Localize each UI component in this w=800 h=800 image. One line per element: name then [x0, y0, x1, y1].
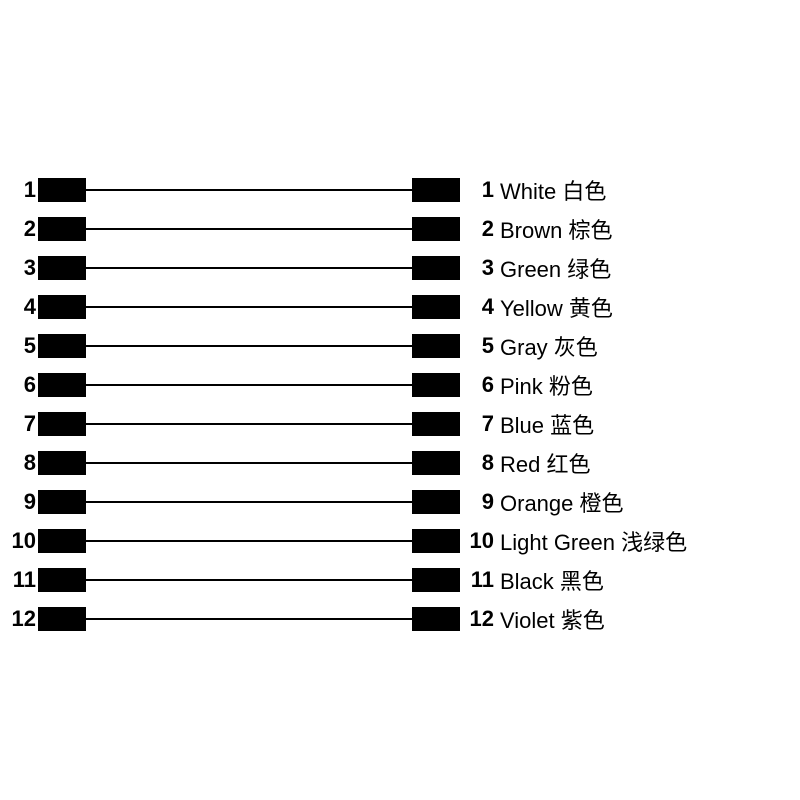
- pin-number-right: 12: [460, 606, 494, 632]
- legend-row: 55Gray 灰色: [0, 326, 800, 365]
- terminal-block-left: [38, 334, 86, 358]
- terminal-block-right: [412, 217, 460, 241]
- wire-line: [86, 618, 412, 620]
- pin-number-left: 7: [0, 411, 38, 437]
- legend-row: 66Pink 粉色: [0, 365, 800, 404]
- pin-number-left: 8: [0, 450, 38, 476]
- wire-line: [86, 579, 412, 581]
- pin-number-left: 3: [0, 255, 38, 281]
- wire-line: [86, 501, 412, 503]
- pin-number-left: 2: [0, 216, 38, 242]
- pin-number-left: 12: [0, 606, 38, 632]
- terminal-block-right: [412, 256, 460, 280]
- terminal-block-left: [38, 373, 86, 397]
- terminal-block-right: [412, 568, 460, 592]
- wire-line: [86, 423, 412, 425]
- terminal-block-right: [412, 334, 460, 358]
- terminal-block-right: [412, 451, 460, 475]
- terminal-block-left: [38, 295, 86, 319]
- color-label: Light Green 浅绿色: [494, 525, 687, 557]
- pin-number-left: 1: [0, 177, 38, 203]
- pin-number-left: 9: [0, 489, 38, 515]
- terminal-block-left: [38, 217, 86, 241]
- pin-number-right: 5: [460, 333, 494, 359]
- pin-number-right: 4: [460, 294, 494, 320]
- pin-number-left: 11: [0, 567, 38, 593]
- color-label: Green 绿色: [494, 252, 611, 284]
- color-label: White 白色: [494, 174, 606, 206]
- terminal-block-left: [38, 256, 86, 280]
- pin-number-right: 7: [460, 411, 494, 437]
- pin-number-right: 10: [460, 528, 494, 554]
- terminal-block-left: [38, 529, 86, 553]
- legend-row: 1111Black 黑色: [0, 560, 800, 599]
- pin-number-right: 11: [460, 567, 494, 593]
- pin-number-right: 9: [460, 489, 494, 515]
- pin-number-right: 8: [460, 450, 494, 476]
- legend-row: 88Red 红色: [0, 443, 800, 482]
- terminal-block-left: [38, 178, 86, 202]
- wire-line: [86, 189, 412, 191]
- terminal-block-right: [412, 529, 460, 553]
- terminal-block-right: [412, 178, 460, 202]
- pin-number-right: 2: [460, 216, 494, 242]
- color-label: Orange 橙色: [494, 486, 624, 518]
- wire-line: [86, 306, 412, 308]
- wiring-legend: 11White 白色22Brown 棕色33Green 绿色44Yellow 黄…: [0, 170, 800, 638]
- terminal-block-right: [412, 607, 460, 631]
- wire-line: [86, 345, 412, 347]
- legend-row: 33Green 绿色: [0, 248, 800, 287]
- pin-number-left: 4: [0, 294, 38, 320]
- color-label: Black 黑色: [494, 564, 604, 596]
- terminal-block-right: [412, 412, 460, 436]
- color-label: Yellow 黄色: [494, 291, 613, 323]
- terminal-block-right: [412, 490, 460, 514]
- legend-row: 1010Light Green 浅绿色: [0, 521, 800, 560]
- terminal-block-left: [38, 607, 86, 631]
- pin-number-left: 6: [0, 372, 38, 398]
- pin-number-left: 5: [0, 333, 38, 359]
- terminal-block-left: [38, 490, 86, 514]
- legend-row: 1212Violet 紫色: [0, 599, 800, 638]
- legend-row: 99Orange 橙色: [0, 482, 800, 521]
- wire-line: [86, 540, 412, 542]
- legend-row: 44Yellow 黄色: [0, 287, 800, 326]
- color-label: Gray 灰色: [494, 330, 598, 362]
- terminal-block-left: [38, 568, 86, 592]
- terminal-block-right: [412, 295, 460, 319]
- wire-line: [86, 267, 412, 269]
- terminal-block-right: [412, 373, 460, 397]
- pin-number-right: 6: [460, 372, 494, 398]
- terminal-block-left: [38, 412, 86, 436]
- wire-line: [86, 228, 412, 230]
- terminal-block-left: [38, 451, 86, 475]
- wire-line: [86, 384, 412, 386]
- legend-row: 11White 白色: [0, 170, 800, 209]
- color-label: Brown 棕色: [494, 213, 612, 245]
- pin-number-right: 1: [460, 177, 494, 203]
- color-label: Red 红色: [494, 447, 590, 479]
- legend-row: 22Brown 棕色: [0, 209, 800, 248]
- legend-row: 77Blue 蓝色: [0, 404, 800, 443]
- pin-number-right: 3: [460, 255, 494, 281]
- color-label: Violet 紫色: [494, 603, 605, 635]
- color-label: Blue 蓝色: [494, 408, 594, 440]
- color-label: Pink 粉色: [494, 369, 593, 401]
- pin-number-left: 10: [0, 528, 38, 554]
- wire-line: [86, 462, 412, 464]
